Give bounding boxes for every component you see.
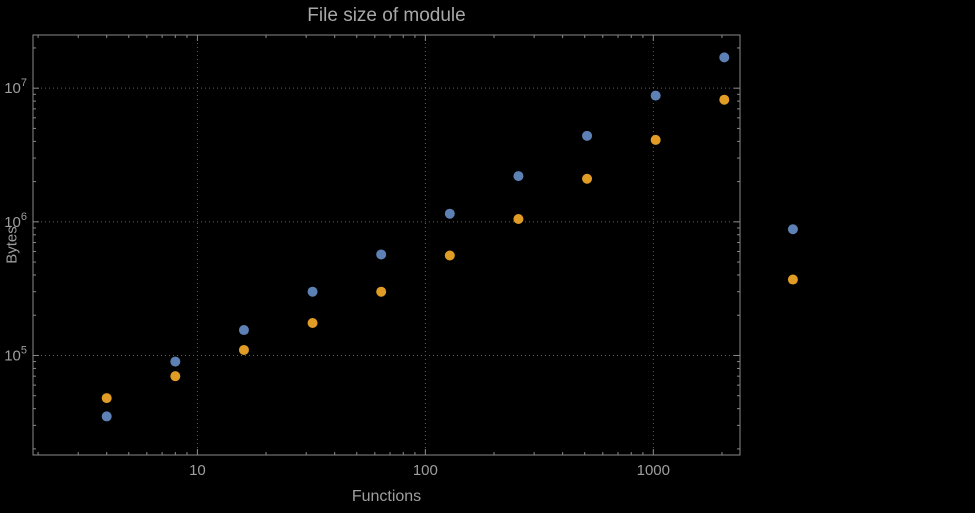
blue-series-point xyxy=(376,249,387,260)
orange-series-point xyxy=(101,393,112,404)
blue-series-point xyxy=(582,130,593,141)
y-axis-label: Bytes xyxy=(3,226,21,264)
orange-series-point xyxy=(513,213,524,224)
orange-series-point xyxy=(650,134,661,145)
x-tick-label: 10 xyxy=(189,462,206,479)
blue-series-point xyxy=(513,171,524,182)
chart-title: File size of module xyxy=(307,5,466,26)
orange-series-point xyxy=(238,344,249,355)
blue-series-point xyxy=(170,356,181,367)
orange-series-point xyxy=(582,173,593,184)
blue-series-point xyxy=(101,411,112,422)
blue-series-point xyxy=(238,325,249,336)
plot-frame xyxy=(32,34,741,456)
y-tick-label: 106 xyxy=(4,211,27,231)
x-axis-label: Functions xyxy=(351,488,422,505)
x-tick-label: 1000 xyxy=(637,462,670,479)
orange-series-point xyxy=(719,94,730,105)
orange-series-point xyxy=(307,317,318,328)
x-tick-label: 100 xyxy=(413,462,438,479)
blue-series-point xyxy=(444,208,455,219)
blue-series-point xyxy=(787,224,798,235)
blue-series-point xyxy=(719,52,730,63)
blue-series-point xyxy=(650,90,661,101)
orange-series-point xyxy=(787,274,798,285)
orange-series-point xyxy=(170,371,181,382)
orange-series-point xyxy=(376,286,387,297)
orange-series-point xyxy=(444,250,455,261)
blue-series-point xyxy=(307,286,318,297)
y-tick-label: 107 xyxy=(4,77,27,97)
y-tick-label: 105 xyxy=(4,344,27,364)
